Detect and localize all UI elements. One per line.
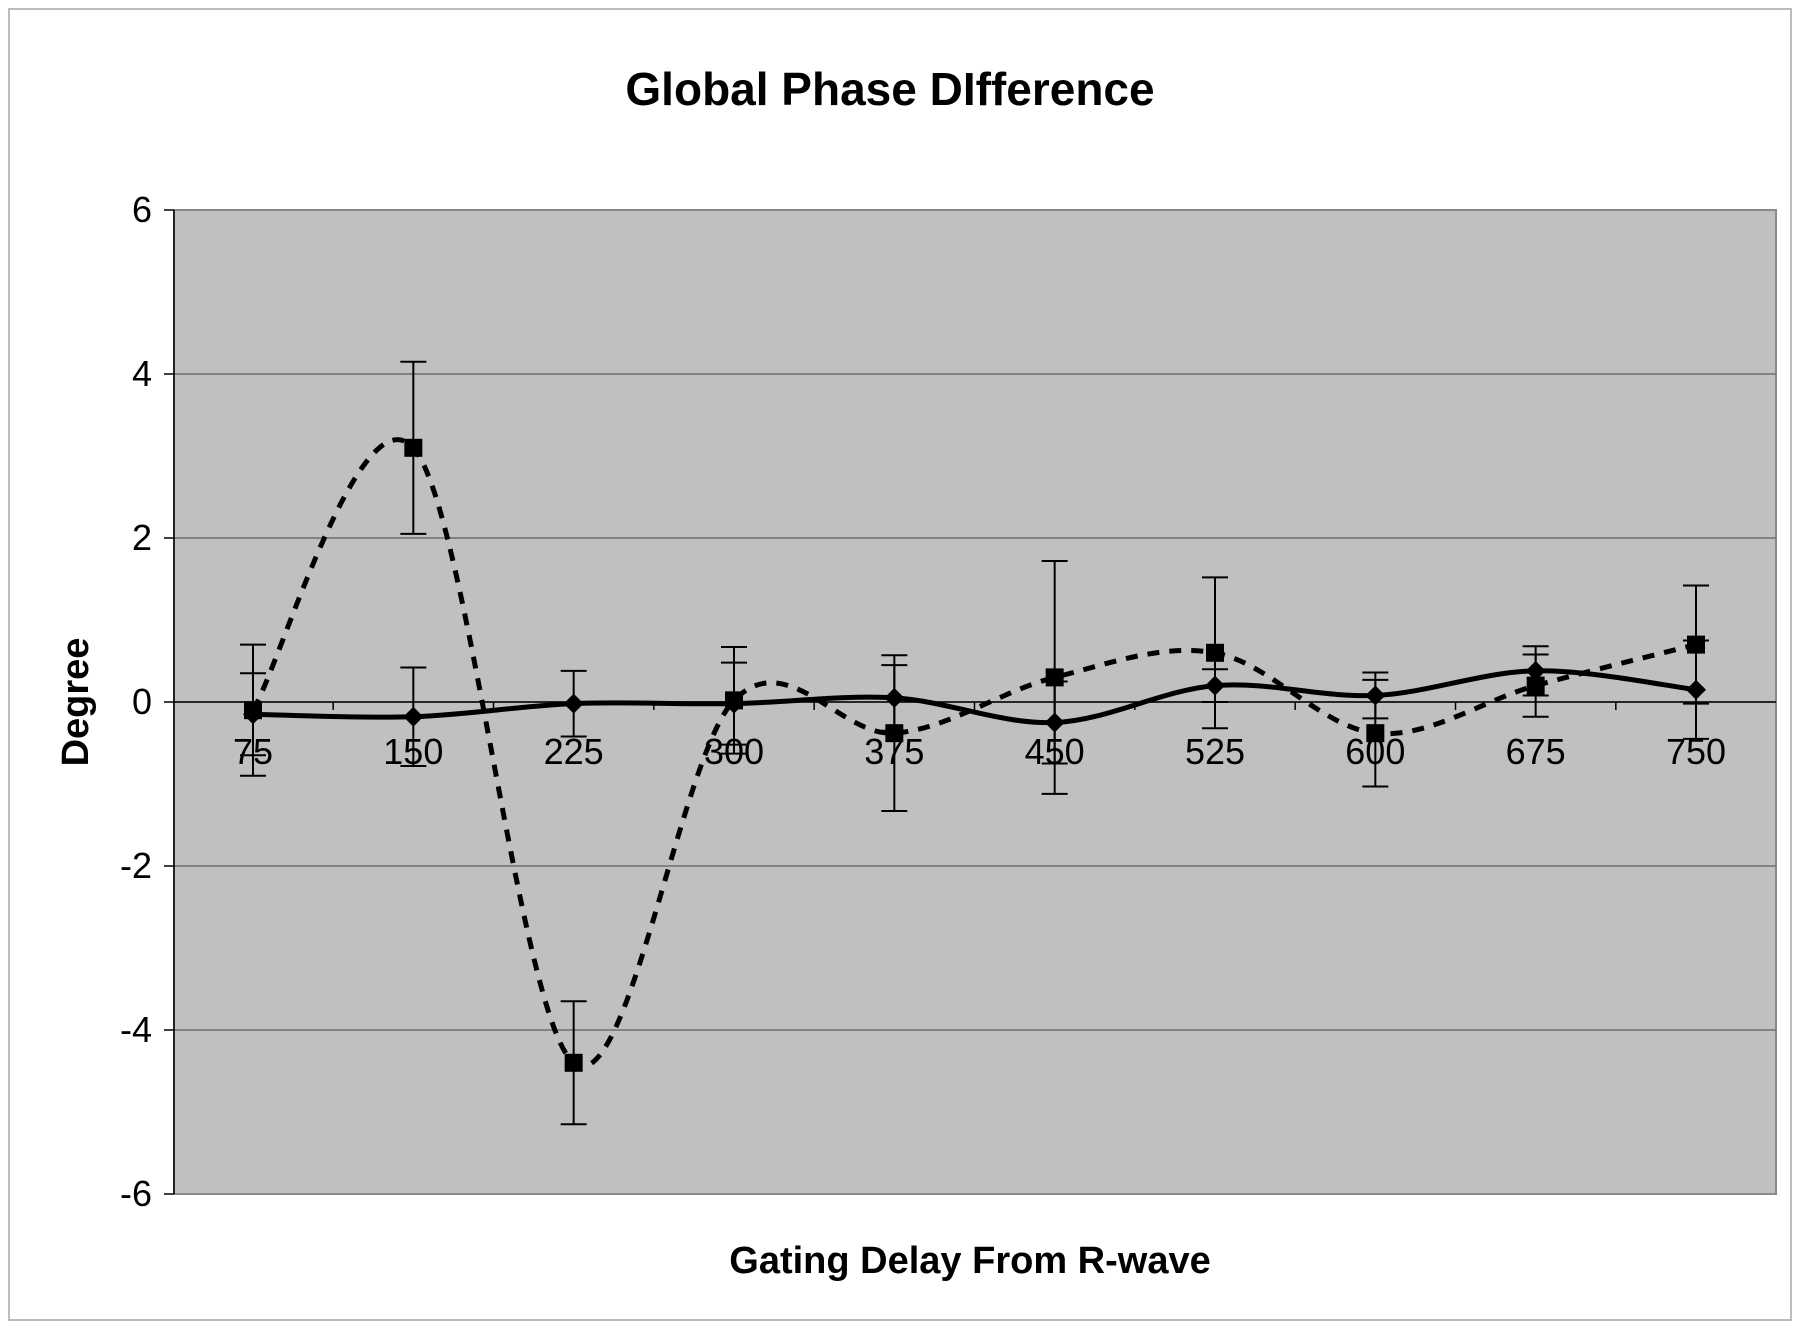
data-point — [884, 687, 905, 708]
data-point — [1205, 675, 1225, 696]
data-point — [724, 693, 744, 714]
y-tick-label: -2 — [120, 845, 152, 886]
series-layer — [240, 360, 1709, 1126]
series-line — [250, 437, 1697, 1069]
data-point — [563, 693, 584, 714]
data-point — [403, 706, 424, 727]
data-point — [1044, 712, 1065, 733]
y-axis-title: Degree — [55, 638, 97, 767]
x-tick-label: 675 — [1506, 731, 1566, 772]
y-tick-label: 4 — [132, 353, 152, 394]
data-point — [1365, 685, 1386, 706]
chart-frame: Global Phase DIfference 6 4 2 0 -2 -4 -6 75 150… — [8, 8, 1792, 1321]
series-solid — [240, 639, 1709, 767]
y-tick-label: -6 — [120, 1173, 152, 1214]
data-point — [1686, 679, 1706, 700]
y-tick-label: 2 — [132, 517, 152, 558]
x-tick-label: 525 — [1185, 731, 1245, 772]
chart-title: Global Phase DIfference — [625, 63, 1154, 115]
data-point — [1366, 724, 1385, 743]
data-point — [404, 438, 423, 457]
y-tick-label: -4 — [120, 1009, 152, 1050]
data-point — [1525, 660, 1546, 681]
x-tick-label: 225 — [544, 731, 604, 772]
data-point — [564, 1053, 583, 1072]
y-tick-label: 6 — [132, 189, 152, 230]
data-point — [243, 704, 263, 725]
x-axis-title: Gating Delay From R-wave — [729, 1240, 1210, 1282]
data-point — [1206, 643, 1224, 662]
y-tick-label: 0 — [132, 681, 152, 722]
data-point — [885, 724, 904, 743]
series-line — [252, 668, 1697, 726]
y-axis: 6 4 2 0 -2 -4 -6 — [120, 189, 175, 1214]
